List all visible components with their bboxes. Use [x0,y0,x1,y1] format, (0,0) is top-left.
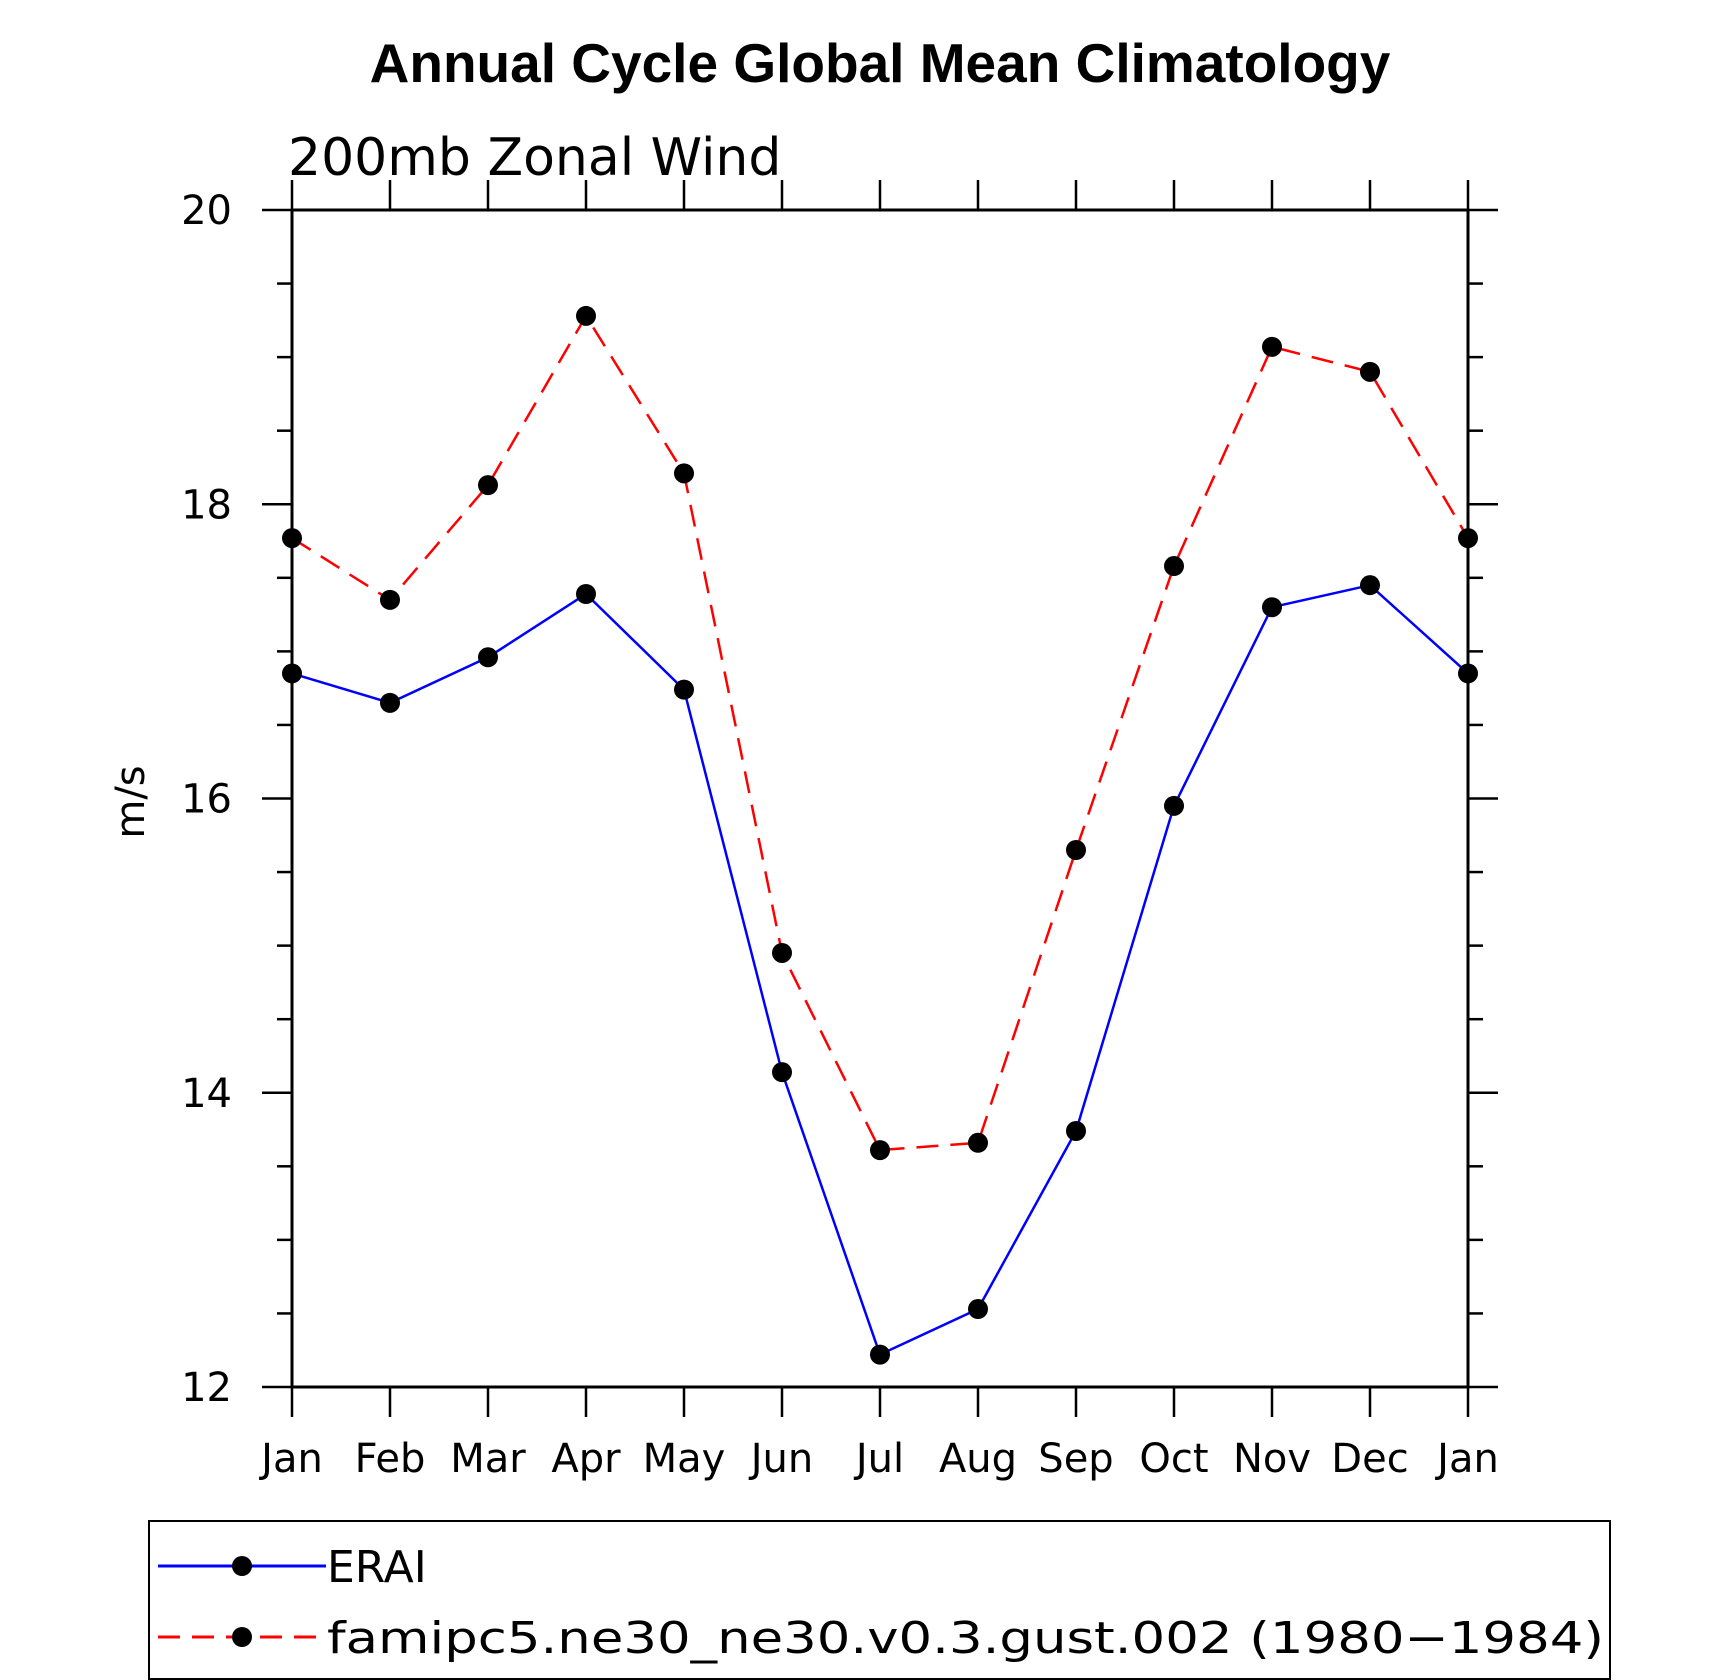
legend-marker-model [232,1627,252,1647]
y-axis-ticks: 12 14 16 18 20 [181,188,1498,1411]
legend-label-model: famipc5.ne30_ne30.v0.3.gust.002 (1980−19… [327,1613,1604,1664]
series-1-point [968,1132,988,1153]
series-1-point [478,475,498,496]
x-tick-label: Apr [551,1436,621,1482]
y-tick-label: 16 [181,777,232,823]
legend-label-erai: ERAI [327,1542,427,1593]
series-0-point [380,692,400,713]
series-0-point [968,1299,988,1320]
series-0-point [478,647,498,668]
y-tick-label: 20 [181,188,232,234]
series-0-point [1164,795,1184,816]
x-tick-label: Jul [853,1436,904,1482]
x-tick-label: Dec [1331,1436,1408,1482]
series-1-point [1066,839,1086,860]
series-1-point [772,942,792,963]
series-0-point [576,583,596,604]
series-0-point [870,1344,890,1365]
x-tick-label: May [643,1436,726,1482]
series-line-0 [291,583,1469,1357]
series-1-point [1458,528,1478,549]
y-axis-label: m/s [108,765,154,838]
chart-title: Annual Cycle Global Mean Climatology [370,32,1391,94]
x-axis-ticks: Jan Feb Mar Apr May Jun Jul Aug Sep Oct Nov Dec Jan [258,180,1499,1482]
series-0-point [1066,1121,1086,1142]
x-tick-label: Jan [258,1436,323,1482]
series-0-point [282,663,302,684]
series-0-point [1262,597,1282,618]
plot-frame [290,208,1470,1389]
series-line-1 [291,313,1470,1152]
y-tick-label: 14 [181,1071,232,1117]
x-tick-label: Jun [748,1436,814,1482]
x-tick-label: Sep [1038,1436,1113,1482]
x-tick-label: Jan [1434,1436,1499,1482]
x-tick-label: Oct [1139,1436,1208,1482]
x-tick-label: Nov [1233,1436,1311,1482]
x-tick-label: Aug [939,1436,1017,1482]
x-tick-label: Mar [450,1436,526,1482]
legend-box [148,1520,1611,1680]
series-1-point [1360,361,1380,382]
series-1-point [576,305,596,326]
legend-marker-erai [232,1556,252,1576]
series-0-point [674,679,694,700]
series-1-point [1164,556,1184,577]
series-layer [282,305,1478,1365]
series-1-point [380,589,400,610]
y-tick-label: 18 [181,482,232,528]
series-1-point [870,1140,890,1161]
chart-subtitle: 200mb Zonal Wind [288,128,781,188]
series-0-point [772,1062,792,1083]
series-1-point [674,463,694,484]
series-1-point [1262,336,1282,357]
series-0-point [1360,575,1380,596]
legend: ERAI famipc5.ne30_ne30.v0.3.gust.002 (19… [148,1520,1611,1680]
x-tick-label: Feb [355,1436,426,1482]
series-0-point [1458,663,1478,684]
series-1-point [282,528,302,549]
y-tick-label: 12 [181,1365,232,1411]
